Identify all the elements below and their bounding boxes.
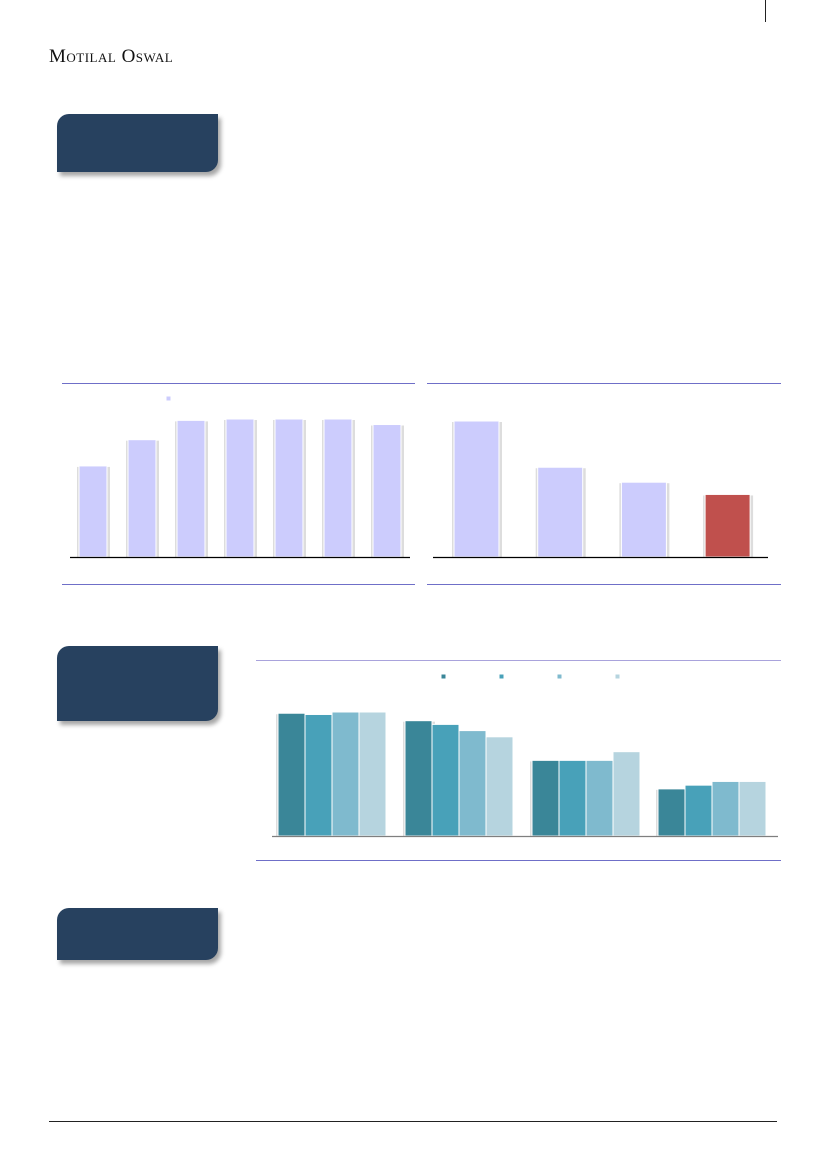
chart1-bar [78,465,108,558]
chart3-bar [331,711,360,837]
chart1-top-rule [62,383,415,384]
chart3-bar [358,711,387,837]
chart2-bottom-rule [427,584,781,585]
chart2-bar [453,420,500,558]
chart1-bar [372,424,402,558]
chart3-bar [531,759,560,837]
chart3-bar [404,720,433,837]
chart3-bar [304,713,333,837]
chart2-bar [537,466,584,558]
chart3-legend-swatch [556,673,563,680]
chart3-legend-swatch [440,673,447,680]
chart3-bar [612,751,641,837]
chart2-bar [620,481,667,558]
chart1-bar [176,419,206,558]
chart2-bar [704,493,751,558]
chart3-bar [585,759,614,837]
chart3-bottom-rule [256,860,781,861]
section-tab-2 [57,646,218,721]
header-rule [765,0,766,22]
section-tab-3 [57,908,218,960]
chart3-bar [558,759,587,837]
chart1-bottom-rule [62,584,415,585]
chart1-bar [225,418,255,558]
chart3-bar [684,784,713,837]
chart3-bar [738,780,767,837]
chart1-bar [127,439,157,558]
chart3-legend-swatch [498,673,505,680]
chart3-bar [277,712,306,837]
chart3-bar [431,723,460,837]
chart1-bar [274,418,304,558]
chart2-top-rule [427,383,781,384]
chart3-bar [458,730,487,837]
footer-rule [49,1121,777,1122]
brand-logo: Motilal Oswal [49,46,174,67]
chart3-bar [711,780,740,837]
chart1-legend-swatch [165,395,172,402]
chart1-bar [323,418,353,558]
chart3-bar [485,736,514,837]
chart3-bar [657,788,686,837]
chart3-top-rule [256,660,781,661]
chart3-legend-swatch [614,673,621,680]
section-tab-1 [57,114,218,172]
